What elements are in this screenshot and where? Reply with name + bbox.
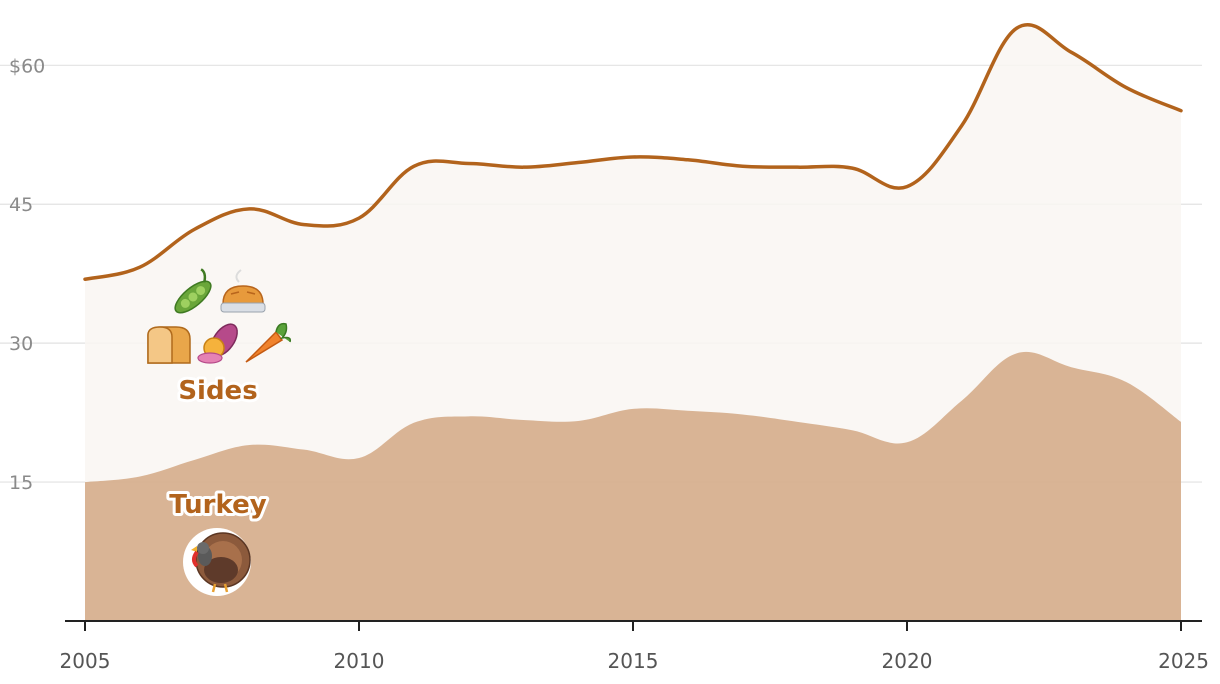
turkey-icon [183,528,251,596]
turkey-area [85,351,1181,621]
turkey-label: Turkey [169,490,266,520]
x-tick-label: 2020 [882,649,933,673]
sweet-potato-icon [197,323,238,364]
y-tick-labels: 15 30 45 $60 [9,55,45,494]
y-tick-label: $60 [9,55,45,77]
axes [65,620,1202,631]
sides-area [85,24,1181,483]
x-tick-label: 2015 [608,649,659,673]
x-tick-label: 2005 [60,649,111,673]
carrot-icon [245,322,292,363]
y-tick-label: 45 [9,194,33,216]
x-tick-label: 2010 [334,649,385,673]
stacked-areas [83,23,1183,621]
peas-icon [174,268,212,314]
y-tick-label: 15 [9,472,33,494]
y-tick-label: 30 [9,333,33,355]
x-tick-labels: 2005 2010 2015 2020 2025 [60,649,1209,673]
bread-icon [147,326,191,364]
turkey-annotation: Turkey [166,487,270,596]
sides-annotation: Sides [147,268,292,409]
total-line [83,23,1183,281]
x-tick-label: 2025 [1158,649,1209,673]
pie-icon [220,269,266,313]
sides-label: Sides [178,376,257,406]
